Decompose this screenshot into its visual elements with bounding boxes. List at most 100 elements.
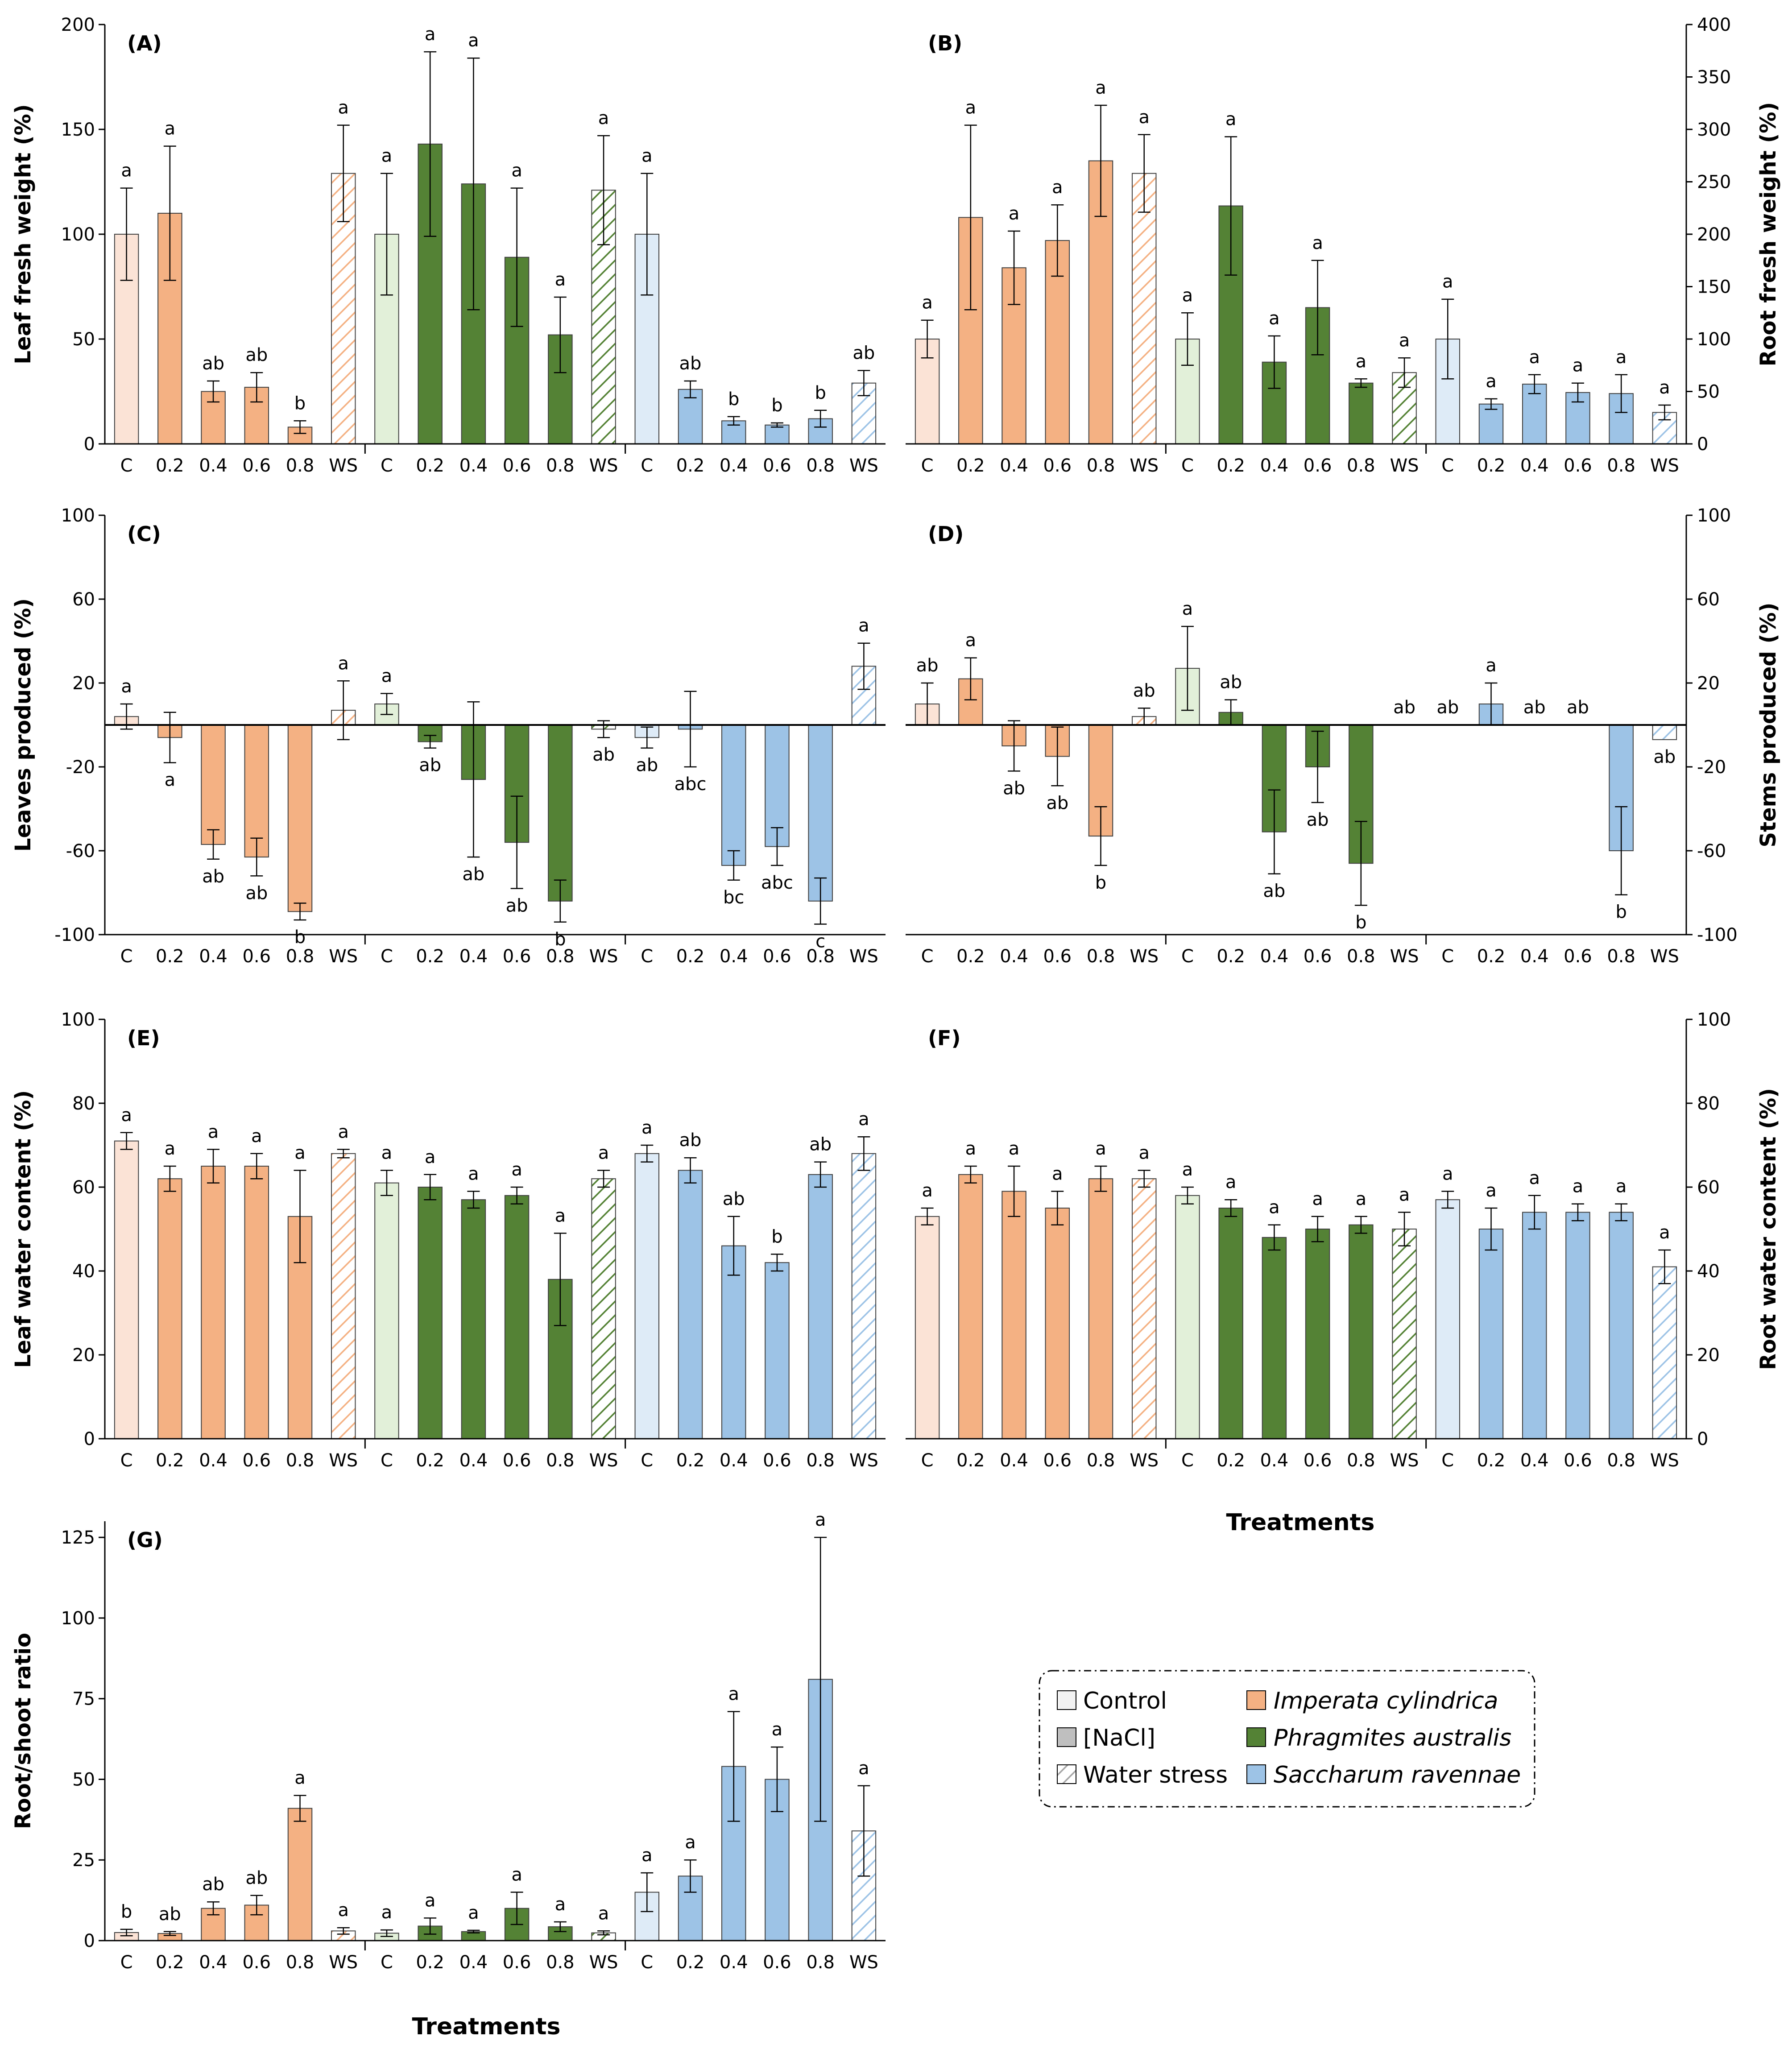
bar-c-3 [244, 724, 269, 858]
x-tick-label-b-1: 0.2 [956, 455, 985, 476]
x-tick-label-f-7: 0.2 [1217, 1450, 1245, 1471]
x-tick-label-g-1: 0.2 [156, 1952, 184, 1973]
y-tick-label-b-8: 400 [1697, 15, 1731, 35]
significance-label-g-17: a [858, 1758, 869, 1779]
y-tick-label-c-4: 60 [72, 589, 95, 610]
x-tick-label-g-13: 0.2 [676, 1952, 705, 1973]
y-tick-label-b-1: 50 [1697, 382, 1720, 402]
x-tick-label-g-14: 0.4 [720, 1952, 748, 1973]
bar-e-2 [201, 1166, 226, 1439]
bar-f-17 [1652, 1266, 1677, 1440]
x-tick-label-d-1: 0.2 [956, 946, 985, 967]
significance-label-a-8: a [468, 30, 479, 51]
significance-label-c-4: b [294, 927, 306, 948]
significance-label-d-16: b [1615, 902, 1626, 923]
significance-label-c-1: a [165, 770, 176, 791]
significance-label-b-16: a [1616, 347, 1627, 368]
significance-label-c-7: ab [419, 755, 441, 776]
x-tick-label-b-5: WS [1130, 455, 1159, 476]
legend-label-imperata: Imperata cylindrica [1274, 1688, 1498, 1714]
y-axis-title-a: Leaf fresh weight (%) [11, 104, 36, 364]
significance-label-c-12: ab [636, 755, 658, 776]
bar-f-14 [1522, 1212, 1547, 1439]
x-tick-label-c-5: WS [329, 946, 358, 967]
significance-label-g-7: a [425, 1890, 436, 1911]
x-tick-label-g-3: 0.6 [242, 1952, 271, 1973]
y-tick-label-d-1: -60 [1697, 841, 1726, 861]
y-tick-label-d-2: -20 [1697, 757, 1726, 778]
x-tick-label-f-6: C [1181, 1450, 1194, 1471]
significance-label-c-0: a [121, 676, 132, 697]
significance-label-a-6: a [381, 146, 393, 166]
bar-e-1 [157, 1178, 182, 1439]
x-tick-label-b-3: 0.6 [1043, 455, 1072, 476]
bar-e-3 [244, 1166, 269, 1439]
x-tick-label-f-1: 0.2 [956, 1450, 985, 1471]
x-tick-label-c-13: 0.2 [676, 946, 705, 967]
significance-label-d-10: b [1355, 912, 1366, 933]
significance-label-f-16: a [1616, 1176, 1627, 1197]
bar-f-4 [1088, 1178, 1113, 1439]
bar-e-15 [765, 1262, 790, 1439]
y-tick-label-c-5: 100 [61, 505, 95, 526]
significance-label-c-2: ab [202, 866, 224, 887]
y-tick-label-d-4: 60 [1697, 589, 1720, 610]
y-tick-label-a-0: 0 [84, 434, 95, 455]
significance-label-a-1: a [165, 119, 176, 139]
significance-label-b-13: a [1486, 371, 1497, 392]
significance-label-g-16: a [815, 1510, 826, 1530]
y-tick-label-f-0: 0 [1697, 1429, 1708, 1449]
x-tick-label-b-15: 0.6 [1564, 455, 1592, 476]
panel-f: a a a a a a a a a a a a a a a a a a 0 20 40 60 80 100 C 0.2 0.4 0.6… [906, 1010, 1781, 1471]
significance-label-d-8: ab [1263, 881, 1285, 902]
x-tick-label-g-12: C [641, 1952, 653, 1973]
legend: Control [NaCl] Water stress Imperata cyl… [1039, 1670, 1535, 1808]
x-tick-label-e-3: 0.6 [242, 1450, 271, 1471]
x-tick-label-d-16: 0.8 [1607, 946, 1635, 967]
y-tick-label-f-2: 40 [1697, 1261, 1720, 1282]
significance-label-b-2: a [1009, 203, 1020, 224]
y-tick-label-d-5: 100 [1697, 505, 1731, 526]
y-tick-label-c-0: -100 [54, 925, 95, 945]
significance-label-a-3: ab [245, 345, 268, 365]
x-tick-label-b-8: 0.4 [1260, 455, 1289, 476]
x-tick-label-g-5: WS [329, 1952, 358, 1973]
y-tick-label-g-3: 75 [72, 1689, 95, 1710]
significance-label-a-2: ab [202, 353, 224, 374]
significance-label-e-11: a [598, 1143, 609, 1163]
significance-label-e-15: b [771, 1226, 782, 1247]
x-tick-label-a-11: WS [589, 455, 618, 476]
significance-label-g-6: a [381, 1902, 393, 1923]
significance-label-e-14: ab [723, 1189, 745, 1209]
y-tick-label-g-0: 0 [84, 1931, 95, 1951]
legend-label-saccharum: Saccharum ravennae [1274, 1762, 1521, 1788]
y-tick-label-g-1: 25 [72, 1850, 95, 1871]
bar-b-10 [1349, 382, 1374, 445]
panel-label-g: (G) [127, 1528, 163, 1552]
x-tick-label-e-9: 0.6 [503, 1450, 531, 1471]
x-tick-label-c-12: C [641, 946, 653, 967]
legend-swatch-phragmites [1246, 1727, 1266, 1747]
y-tick-label-e-3: 60 [72, 1177, 95, 1198]
bar-f-11 [1392, 1229, 1417, 1439]
significance-label-a-15: b [771, 395, 782, 416]
x-tick-label-d-6: C [1181, 946, 1194, 967]
significance-label-c-5: a [338, 653, 349, 674]
x-tick-label-d-12: C [1441, 946, 1454, 967]
x-tick-label-d-8: 0.4 [1260, 946, 1289, 967]
x-tick-label-c-8: 0.4 [459, 946, 488, 967]
bar-f-1 [958, 1174, 983, 1440]
x-tick-label-b-0: C [921, 455, 934, 476]
significance-label-a-11: a [598, 108, 609, 128]
y-tick-label-f-4: 80 [1697, 1093, 1720, 1114]
x-tick-label-f-12: C [1441, 1450, 1454, 1471]
x-tick-label-a-14: 0.4 [720, 455, 748, 476]
significance-label-d-12: ab [1436, 697, 1459, 718]
significance-label-b-10: a [1356, 351, 1367, 372]
significance-label-b-1: a [965, 98, 977, 118]
significance-label-e-6: a [381, 1143, 393, 1163]
significance-label-c-9: ab [506, 896, 528, 916]
bar-f-3 [1045, 1208, 1070, 1439]
legend-label-control: Control [1083, 1688, 1167, 1714]
